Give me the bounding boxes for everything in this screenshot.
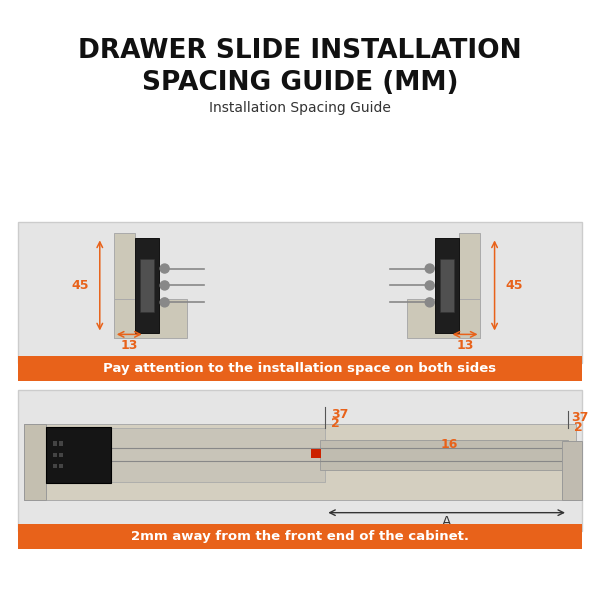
Circle shape	[160, 264, 169, 273]
Bar	[459, 233, 481, 338]
Bar	[23, 424, 46, 500]
Bar	[440, 259, 454, 312]
Text: 13: 13	[457, 339, 474, 352]
Bar	[140, 259, 154, 312]
Circle shape	[425, 281, 434, 290]
Bar	[18, 390, 582, 531]
Text: 2mm away from the front end of the cabinet.: 2mm away from the front end of the cabin…	[131, 530, 469, 543]
Bar	[46, 427, 111, 483]
Circle shape	[160, 281, 169, 290]
Text: 45: 45	[71, 279, 89, 292]
Text: 37: 37	[571, 411, 588, 424]
Text: SPACING GUIDE (MM): SPACING GUIDE (MM)	[142, 70, 458, 96]
Bar	[311, 449, 322, 458]
Bar	[53, 453, 58, 457]
Bar	[53, 464, 58, 468]
Bar	[320, 440, 568, 470]
Bar	[114, 233, 136, 338]
Bar	[59, 442, 63, 446]
Bar	[436, 238, 459, 334]
Text: 2: 2	[574, 421, 582, 434]
Bar	[114, 299, 187, 338]
Bar	[136, 238, 159, 334]
Bar	[407, 299, 481, 338]
Bar	[23, 424, 577, 500]
Bar	[46, 428, 325, 482]
Text: Pay attention to the installation space on both sides: Pay attention to the installation space …	[103, 362, 497, 375]
Text: Installation Spacing Guide: Installation Spacing Guide	[209, 101, 391, 115]
Bar	[18, 222, 582, 363]
Circle shape	[160, 298, 169, 307]
Bar	[59, 453, 63, 457]
Circle shape	[425, 264, 434, 273]
Bar	[59, 464, 63, 468]
Text: 45: 45	[506, 279, 523, 292]
Bar	[53, 442, 58, 446]
Circle shape	[425, 298, 434, 307]
Bar	[562, 441, 582, 500]
Bar	[18, 524, 582, 549]
Text: 13: 13	[121, 339, 138, 352]
Text: 37: 37	[331, 409, 349, 421]
Bar	[18, 356, 582, 381]
Text: 2: 2	[331, 417, 340, 430]
Text: DRAWER SLIDE INSTALLATION: DRAWER SLIDE INSTALLATION	[78, 38, 522, 64]
Text: 16: 16	[441, 439, 458, 451]
Text: A: A	[442, 515, 451, 529]
